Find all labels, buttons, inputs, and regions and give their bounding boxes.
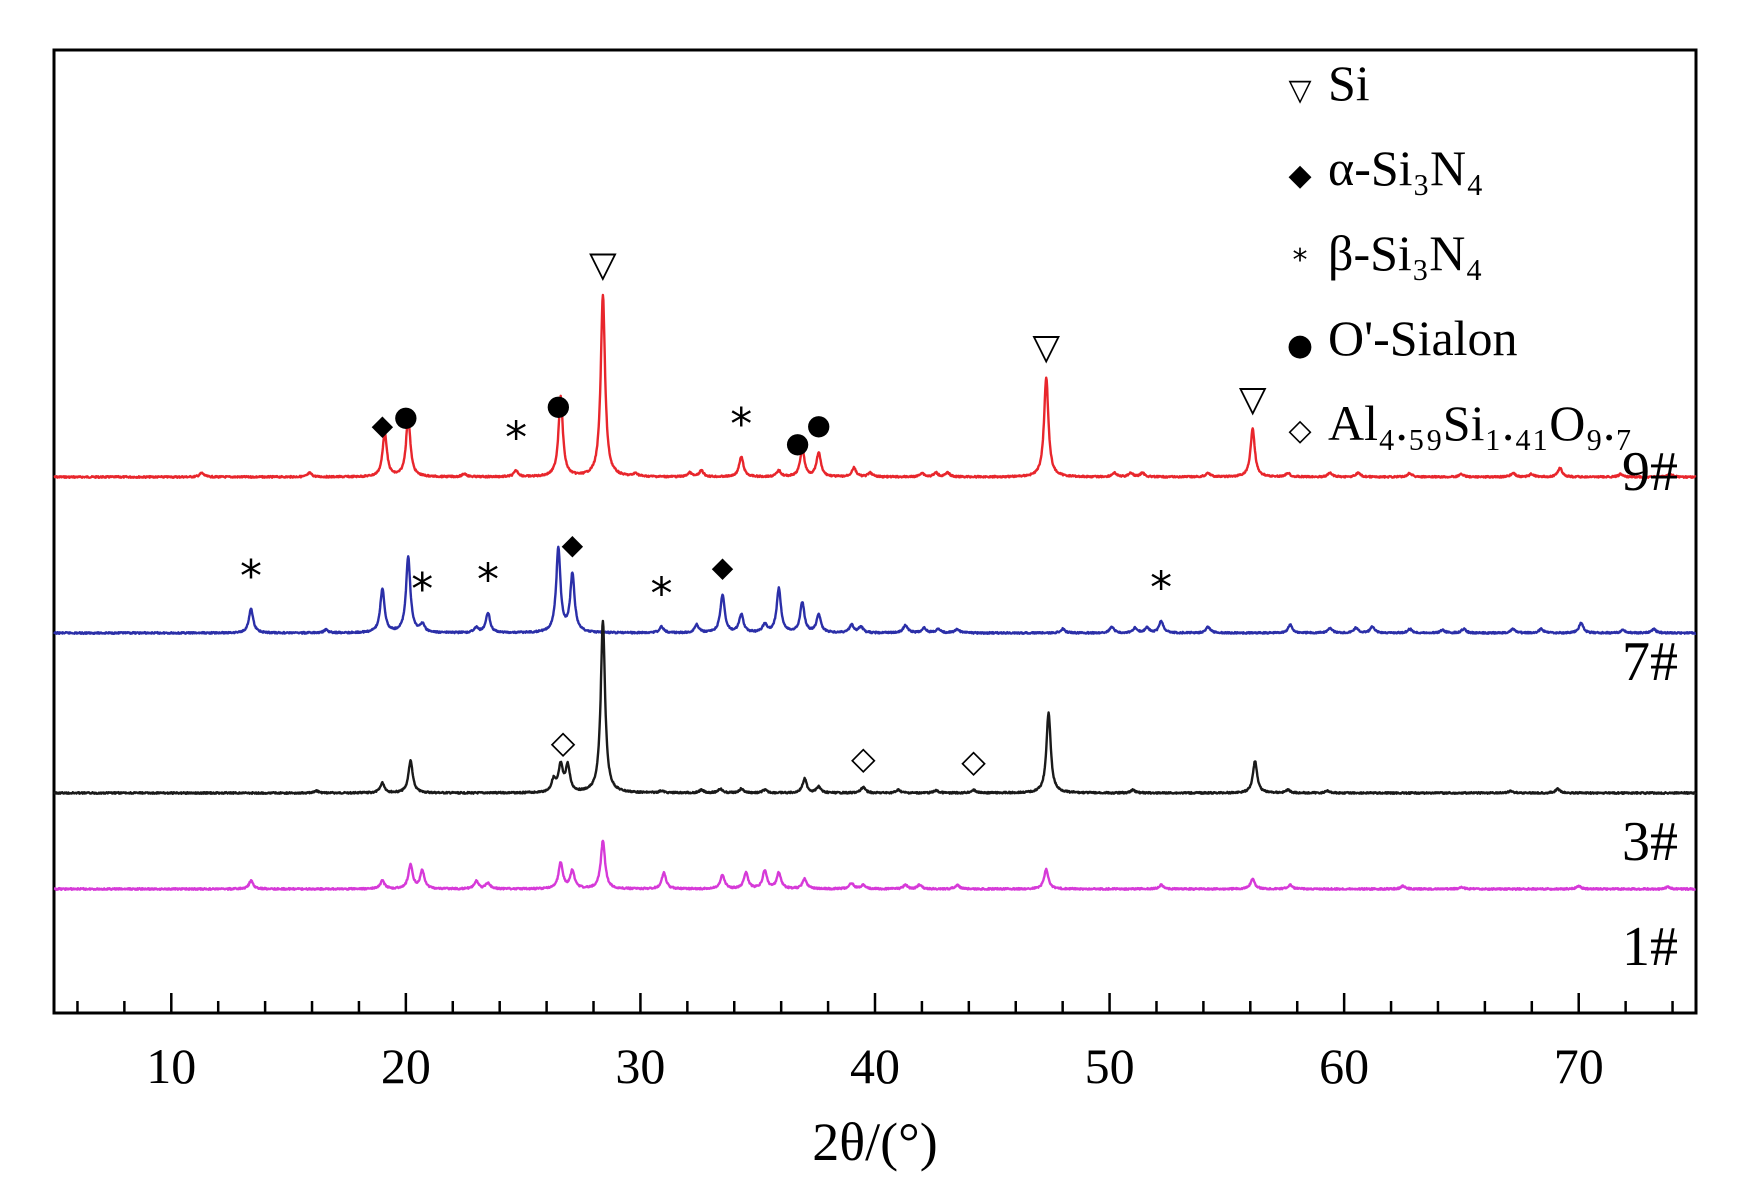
peak-marker: * — [477, 554, 499, 605]
x-axis-tick-labels: 10 20 30 40 50 60 70 — [146, 1038, 1603, 1094]
legend-label: β-Si₃N₄ — [1328, 225, 1483, 281]
legend-entry: ◆ α-Si₃N₄ — [1288, 140, 1483, 196]
peak-marker: * — [1150, 563, 1172, 614]
sample-label: 1# — [1622, 916, 1678, 978]
peak-marker: ● — [546, 389, 570, 422]
x-tick-label: 70 — [1554, 1038, 1604, 1094]
peak-marker: ◇ — [851, 739, 876, 777]
peak-marker: ◆ — [712, 550, 734, 583]
peak-annotations: ▽◆ ● *● * ●●▽▽* * *◆*◆ *◇ ◇ ◇ — [240, 245, 1267, 780]
series-line-9# — [53, 293, 1697, 479]
legend-label: O'-Sialon — [1328, 310, 1518, 366]
sample-labels: 9# 7# 3# 1# — [1622, 441, 1678, 978]
legend-label: Al₄.₅₉Si₁.₄₁O₉.₇ — [1328, 395, 1633, 451]
peak-marker: ● — [785, 426, 809, 459]
legend-label: Si — [1328, 55, 1370, 111]
legend-symbol: ● — [1287, 328, 1313, 363]
x-axis-label: 2θ/(°) — [812, 1112, 937, 1172]
x-tick-label: 60 — [1319, 1038, 1369, 1094]
legend-symbol: ▽ — [1288, 73, 1311, 108]
series-line-7# — [53, 545, 1697, 635]
x-tick-label: 30 — [615, 1038, 665, 1094]
peak-marker: * — [730, 399, 752, 450]
legend-label: α-Si₃N₄ — [1328, 140, 1484, 196]
legend: ▽ Si ◆ α-Si₃N₄ * β-Si₃N₄ ● O'-Sialon ◇ Al₄.₅₉Si₁.… — [1287, 55, 1633, 451]
peak-marker: ▽ — [589, 245, 617, 286]
legend-entry: * β-Si₃N₄ — [1293, 225, 1483, 281]
legend-entry: ▽ Si — [1288, 55, 1369, 111]
x-axis-ticks — [76, 993, 1674, 1013]
peak-marker: * — [411, 564, 433, 615]
peak-marker: * — [651, 569, 673, 620]
sample-label: 7# — [1622, 631, 1678, 693]
x-tick-label: 40 — [850, 1038, 900, 1094]
sample-label: 9# — [1622, 441, 1678, 503]
peak-marker: ● — [806, 408, 830, 441]
legend-symbol: ◇ — [1288, 413, 1311, 448]
series-line-1# — [53, 839, 1697, 891]
peak-marker: ◇ — [961, 742, 986, 780]
x-tick-label: 20 — [381, 1038, 431, 1094]
peak-marker: ◆ — [372, 408, 394, 441]
xrd-series — [53, 293, 1697, 891]
series-line-3# — [53, 619, 1697, 795]
legend-entry: ◇ Al₄.₅₉Si₁.₄₁O₉.₇ — [1288, 395, 1632, 451]
peak-marker: * — [505, 412, 527, 463]
legend-entry: ● O'-Sialon — [1287, 310, 1518, 366]
peak-marker: ◆ — [562, 528, 584, 561]
peak-marker: ● — [394, 399, 418, 432]
legend-symbol: * — [1293, 243, 1308, 278]
peak-marker: ◇ — [551, 723, 576, 761]
peak-marker: * — [240, 551, 262, 602]
sample-label: 3# — [1622, 811, 1678, 873]
x-tick-label: 10 — [146, 1038, 196, 1094]
x-tick-label: 50 — [1085, 1038, 1135, 1094]
legend-symbol: ◆ — [1288, 158, 1311, 193]
peak-marker: ▽ — [1032, 327, 1060, 368]
peak-marker: ▽ — [1239, 379, 1267, 420]
